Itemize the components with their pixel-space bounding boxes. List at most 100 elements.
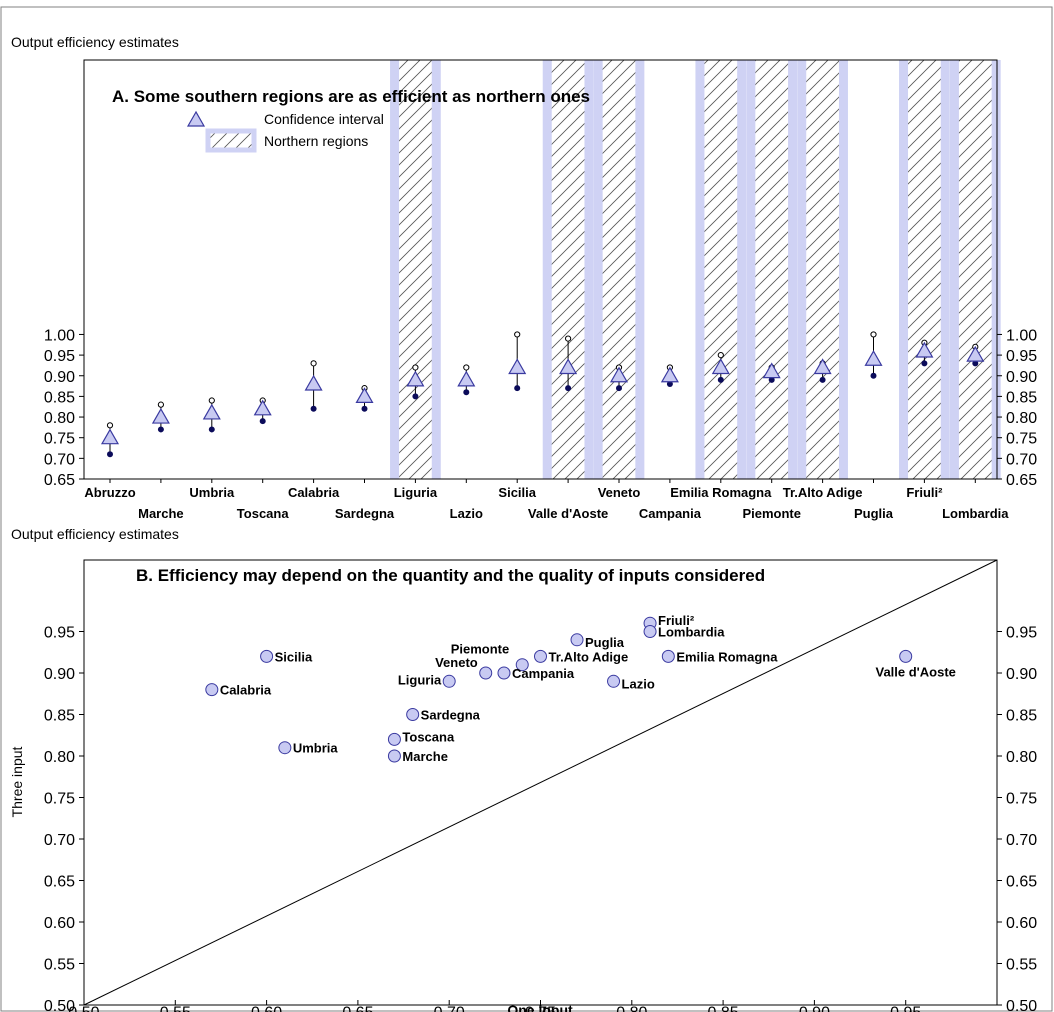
- category-label: Calabria: [288, 485, 340, 500]
- point-label: Valle d'Aoste: [875, 664, 955, 679]
- estimate-marker: [100, 428, 120, 445]
- region-point: [442, 674, 456, 688]
- y-tick-label-left: 0.95: [44, 348, 75, 365]
- estimate-marker: [202, 403, 221, 420]
- point-label: Emilia Romagna: [676, 649, 778, 664]
- category-label: Emilia Romagna: [670, 485, 772, 500]
- estimate-marker: [660, 366, 679, 383]
- x-tick-label: 0.75: [525, 1004, 556, 1012]
- y-tick-label-right: 0.85: [1006, 708, 1037, 725]
- category-label: Tr.Alto Adige: [783, 485, 863, 500]
- lower-bound-point: [514, 385, 521, 392]
- y-tick-label-right: 0.95: [1006, 625, 1037, 642]
- estimate-marker: [762, 362, 781, 379]
- y-tick-label-left: 0.85: [44, 389, 75, 406]
- lower-bound-point: [412, 393, 419, 400]
- northern-bands: [390, 60, 1001, 479]
- panel-b-top-label: Output efficiency estimates: [11, 526, 179, 542]
- lower-bound-point: [208, 426, 215, 433]
- lower-bound-point: [921, 360, 928, 367]
- y-tick-label-left: 0.85: [44, 708, 75, 725]
- northern-band-hatch: [704, 60, 738, 479]
- x-tick-label: 0.65: [342, 1004, 373, 1012]
- legend-northern-swatch: [205, 128, 257, 153]
- region-point: [479, 666, 493, 680]
- point-label: Campania: [512, 666, 575, 681]
- y-tick-label-right: 0.70: [1006, 451, 1037, 468]
- category-label: Campania: [639, 506, 702, 521]
- y-tick-label-left: 0.70: [44, 832, 75, 849]
- estimate-marker: [406, 370, 425, 387]
- region-point: [387, 732, 401, 746]
- region-point: [278, 741, 292, 755]
- estimate-marker: [966, 345, 985, 362]
- y-tick-label-right: 0.55: [1006, 957, 1037, 974]
- category-label: Veneto: [598, 485, 641, 500]
- region-point: [515, 658, 529, 672]
- panel-a-ylabel: Output efficiency estimates: [11, 34, 179, 50]
- y-tick-label-right: 0.75: [1006, 791, 1037, 808]
- upper-bound-point: [870, 331, 877, 338]
- lower-bound-point: [666, 381, 673, 388]
- point-label: Umbria: [293, 741, 339, 756]
- region-point: [260, 649, 274, 663]
- region-point: [205, 683, 219, 697]
- lower-bound-point: [107, 451, 113, 458]
- estimate-marker: [864, 350, 883, 366]
- y-tick-label-right: 0.80: [1006, 749, 1037, 766]
- estimate-marker: [609, 366, 629, 383]
- upper-bound-point: [310, 360, 317, 367]
- northern-band-hatch: [755, 60, 789, 479]
- region-point: [534, 649, 547, 663]
- lower-bound-point: [870, 372, 877, 379]
- y-tick-label-right: 0.90: [1006, 369, 1037, 386]
- category-label: Liguria: [394, 485, 438, 500]
- y-tick-label-left: 0.65: [44, 472, 75, 489]
- category-label: Lazio: [450, 506, 483, 521]
- category-label: Sicilia: [498, 485, 536, 500]
- point-label: Sicilia: [275, 649, 313, 664]
- x-tick-label: 0.50: [68, 1004, 99, 1012]
- y-tick-label-left: 1.00: [44, 327, 75, 344]
- y-tick-label-left: 0.80: [44, 410, 75, 427]
- upper-bound-point: [412, 364, 419, 371]
- region-point: [607, 674, 621, 688]
- y-tick-label-right: 0.95: [1006, 348, 1037, 365]
- point-label: Veneto: [435, 655, 478, 670]
- y-tick-label-right: 0.60: [1006, 915, 1037, 932]
- estimate-marker: [304, 374, 323, 391]
- y-tick-label-left: 0.90: [44, 666, 75, 683]
- panel-b-ylabel: Three input: [9, 746, 25, 817]
- figure-frame: [0, 6, 1053, 1012]
- northern-band-hatch: [806, 60, 839, 479]
- legend-northern-label: Northern regions: [264, 133, 368, 149]
- category-label: Toscana: [237, 506, 290, 521]
- y-tick-label-left: 0.95: [44, 625, 75, 642]
- estimate-marker: [915, 341, 934, 358]
- lower-bound-point: [259, 418, 266, 425]
- upper-bound-point: [208, 397, 215, 404]
- upper-bound-point: [717, 352, 724, 359]
- y-tick-label-left: 0.75: [44, 431, 75, 448]
- lower-bound-point: [565, 385, 572, 392]
- region-point: [643, 625, 657, 638]
- y-tick-label-right: 0.70: [1006, 832, 1037, 849]
- category-label: Abruzzo: [84, 485, 135, 500]
- y-tick-label-right: 0.65: [1006, 874, 1037, 891]
- lower-bound-point: [616, 385, 622, 392]
- category-label: Marche: [138, 506, 184, 521]
- x-tick-label: 0.60: [251, 1004, 282, 1012]
- lower-bound-point: [768, 376, 775, 383]
- y-tick-label-right: 0.85: [1006, 389, 1037, 406]
- point-label: Calabria: [220, 683, 272, 698]
- x-tick-label: 0.95: [890, 1004, 921, 1012]
- upper-bound-point: [565, 335, 572, 342]
- northern-band-hatch: [399, 60, 432, 479]
- northern-band-hatch: [602, 60, 636, 479]
- y-tick-label-right: 0.90: [1006, 666, 1037, 683]
- category-label: Umbria: [189, 485, 235, 500]
- legend-triangle-marker: [186, 110, 206, 127]
- lower-bound-point: [310, 405, 317, 412]
- y-tick-label-right: 0.65: [1006, 472, 1037, 489]
